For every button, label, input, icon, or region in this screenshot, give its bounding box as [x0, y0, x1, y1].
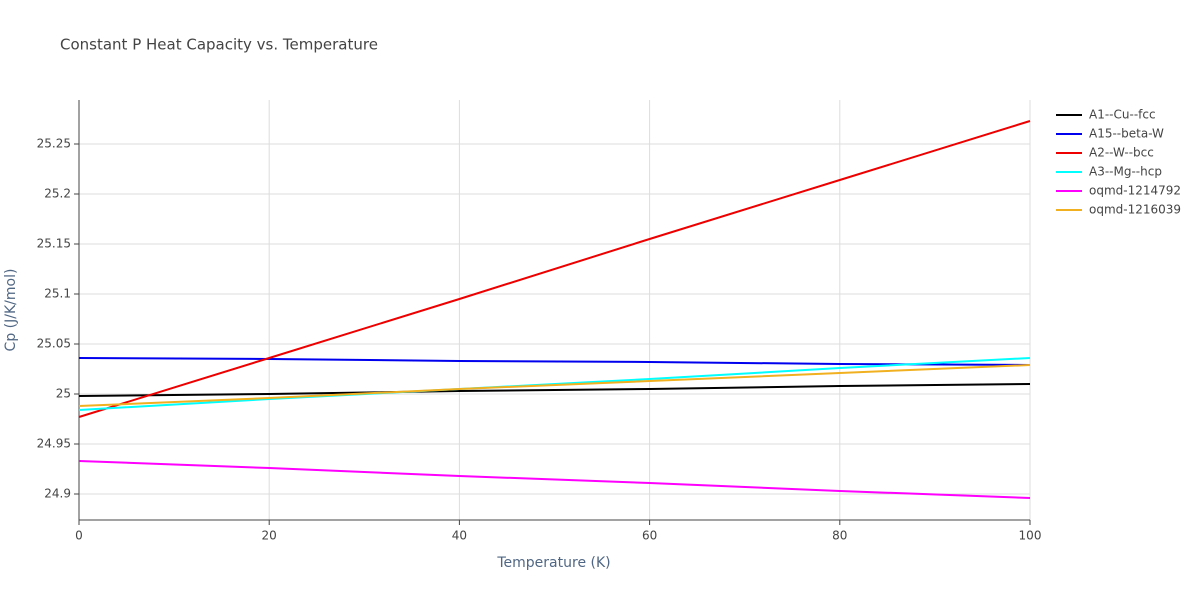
legend-label[interactable]: oqmd-1216039 [1089, 203, 1181, 217]
chart-title: Constant P Heat Capacity vs. Temperature [60, 36, 378, 54]
legend-label[interactable]: A1--Cu--fcc [1089, 108, 1156, 122]
y-tick-label: 25.05 [37, 337, 71, 351]
x-tick-label: 60 [642, 529, 657, 543]
y-axis-title: Cp (J/K/mol) [3, 269, 19, 352]
x-tick-label: 40 [452, 529, 467, 543]
x-tick-label: 80 [832, 529, 847, 543]
y-tick-label: 24.9 [44, 487, 71, 501]
series-line [78, 383, 1031, 397]
legend-label[interactable]: A15--beta-W [1089, 127, 1164, 141]
series-line [78, 357, 1031, 366]
series-line [78, 460, 1031, 499]
series-line [78, 120, 1031, 418]
x-axis-title: Temperature (K) [496, 555, 610, 571]
legend-label[interactable]: oqmd-1214792 [1089, 184, 1181, 198]
legend-label[interactable]: A3--Mg--hcp [1089, 165, 1162, 179]
y-tick-label: 24.95 [37, 437, 71, 451]
legend-label[interactable]: A2--W--bcc [1089, 146, 1154, 160]
y-tick-label: 25.15 [37, 237, 71, 251]
x-tick-label: 100 [1019, 529, 1042, 543]
y-tick-label: 25.25 [37, 137, 71, 151]
series-line [78, 364, 1031, 407]
x-tick-label: 0 [75, 529, 83, 543]
y-tick-label: 25.2 [44, 187, 71, 201]
y-tick-label: 25 [56, 387, 71, 401]
y-tick-label: 25.1 [44, 287, 71, 301]
x-tick-label: 20 [262, 529, 277, 543]
